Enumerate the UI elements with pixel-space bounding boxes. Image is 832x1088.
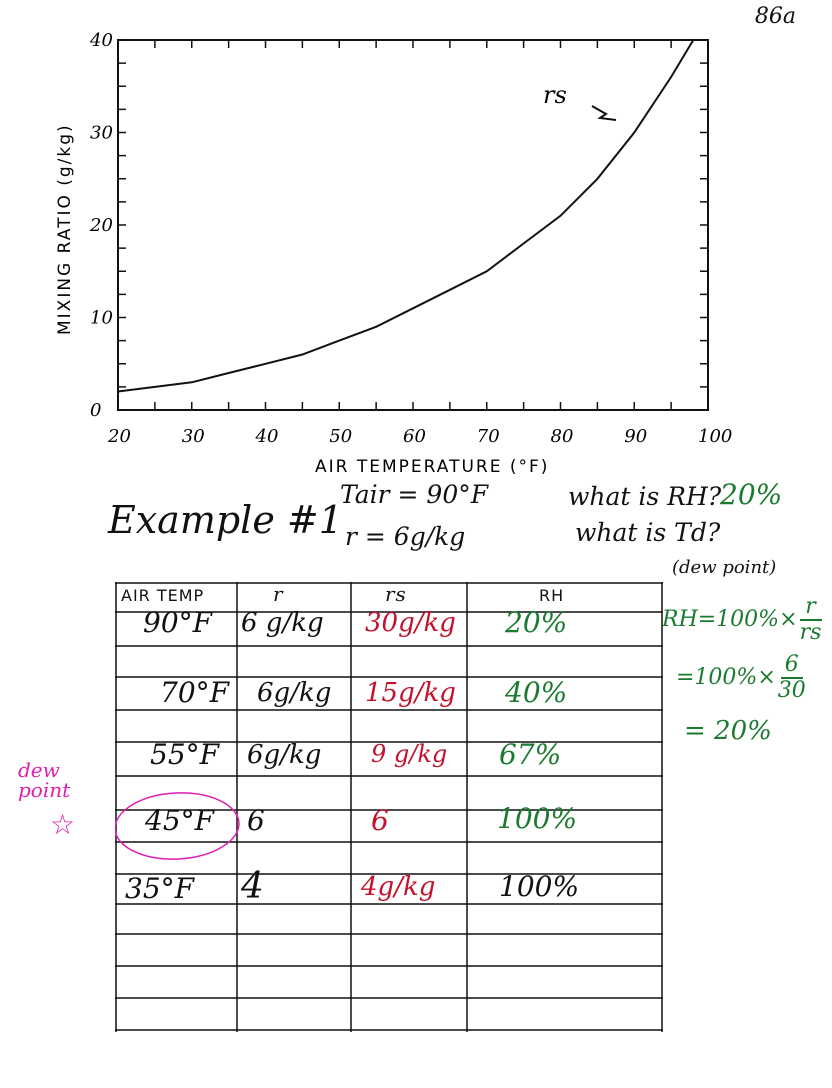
rh-formula-line1: RH=100%× r rs	[662, 596, 822, 644]
formula-prefix-2: =100%×	[676, 665, 776, 690]
row4-temp: 45°F	[145, 804, 215, 837]
row3-temp: 55°F	[150, 738, 220, 771]
dew-point-note: (dew point)	[672, 557, 777, 578]
y-tick-label: 20	[89, 215, 113, 236]
formula-fraction-1: r rs	[799, 594, 822, 645]
formula-num-2: 6	[784, 652, 799, 677]
r-value: r = 6g/kg	[345, 522, 466, 551]
formula-fraction-2: 6 30	[778, 654, 806, 702]
row2-temp: 70°F	[160, 676, 230, 709]
header-air-temp: AIR TEMP	[121, 586, 205, 605]
y-tick-label: 0	[90, 400, 101, 421]
y-axis-label: MIXING RATIO (g/kg)	[55, 123, 75, 335]
formula-prefix-1: RH=100%×	[662, 607, 798, 632]
page-number: 86a	[754, 4, 796, 29]
y-axis-ticks: 0 10 20 30 40	[89, 30, 708, 421]
y-tick-label: 10	[90, 308, 113, 329]
x-tick-label: 100	[698, 426, 732, 447]
example-title: Example #1	[108, 498, 343, 542]
x-axis-ticks: 20 30 40 50 60 70 80 90 100	[107, 40, 732, 447]
formula-den-1: rs	[799, 620, 822, 645]
formula-num-1: r	[805, 594, 816, 619]
x-tick-label: 80	[551, 426, 574, 447]
x-tick-label: 70	[477, 426, 500, 447]
row1-rs: 30g/kg	[365, 608, 456, 638]
tair-value: Tair = 90°F	[340, 480, 489, 509]
formula-den-2: 30	[777, 678, 806, 703]
curve-label-arrow	[591, 105, 617, 121]
plot-border	[117, 39, 709, 411]
row3-r: 6g/kg	[247, 740, 322, 770]
question-rh: what is RH?	[568, 482, 722, 511]
row5-temp: 35°F	[125, 872, 195, 905]
dew-point-margin-note: dew point	[18, 758, 71, 802]
row4-r: 6	[247, 804, 265, 837]
row1-temp: 90°F	[143, 606, 213, 639]
curve-label: rs	[543, 81, 567, 109]
row4-rh: 100%	[497, 802, 578, 835]
header-r: r	[273, 582, 284, 606]
x-tick-label: 40	[255, 426, 279, 447]
row3-rh: 67%	[499, 738, 562, 771]
header-rh: RH	[539, 586, 565, 605]
row3-rs: 9 g/kg	[371, 740, 448, 768]
y-tick-label: 30	[90, 123, 113, 144]
row5-r: 4	[241, 866, 264, 907]
x-axis-label: AIR TEMPERATURE (°F)	[315, 457, 549, 477]
row2-r: 6g/kg	[257, 678, 332, 708]
x-tick-label: 90	[624, 426, 647, 447]
x-tick-label: 60	[403, 426, 426, 447]
mixing-ratio-chart: 20 30 40 50 60 70 80 90 100 0 10 20 30 40 rs AIR TEM…	[55, 30, 732, 477]
header-rs: rs	[385, 582, 407, 606]
x-tick-label: 50	[329, 426, 352, 447]
y-tick-label: 40	[89, 30, 113, 51]
question-td: what is Td?	[575, 518, 721, 547]
row2-rh: 40%	[505, 676, 568, 709]
row5-rh: 100%	[499, 870, 580, 903]
star-icon: ☆	[50, 808, 76, 841]
x-tick-label: 20	[107, 426, 131, 447]
rh-formula-line3: = 20%	[684, 716, 772, 746]
plot-frame	[117, 39, 709, 411]
row4-rs: 6	[371, 804, 389, 837]
row1-rh: 20%	[505, 606, 568, 639]
rh-formula-line2: =100%× 6 30	[676, 654, 806, 702]
rs-curve-line	[117, 39, 695, 393]
row2-rs: 15g/kg	[365, 678, 456, 708]
row5-rs: 4g/kg	[361, 872, 436, 902]
row1-r: 6 g/kg	[241, 608, 324, 638]
rh-table: AIR TEMP r rs RH 90°F 6 g/kg 30g/kg 20% …	[115, 582, 663, 1032]
x-tick-label: 30	[182, 426, 205, 447]
answer-rh: 20%	[720, 478, 783, 511]
